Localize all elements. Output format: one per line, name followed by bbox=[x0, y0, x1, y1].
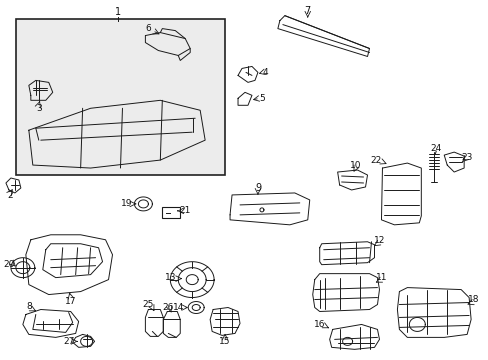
Text: 4: 4 bbox=[262, 68, 267, 77]
Text: 17: 17 bbox=[65, 297, 76, 306]
Text: 5: 5 bbox=[259, 94, 264, 103]
Text: 11: 11 bbox=[375, 273, 386, 282]
Text: 14: 14 bbox=[172, 303, 183, 312]
Text: 20: 20 bbox=[3, 260, 15, 269]
Text: 19: 19 bbox=[121, 199, 132, 208]
Text: 3: 3 bbox=[36, 104, 41, 113]
Text: 2: 2 bbox=[7, 192, 13, 201]
Text: 16: 16 bbox=[313, 320, 325, 329]
Text: 9: 9 bbox=[254, 183, 261, 193]
Text: 1: 1 bbox=[115, 6, 122, 17]
Text: 27: 27 bbox=[63, 337, 74, 346]
Text: 22: 22 bbox=[369, 156, 380, 165]
Text: 26: 26 bbox=[163, 303, 174, 312]
Text: 13: 13 bbox=[164, 273, 176, 282]
Text: 18: 18 bbox=[468, 295, 479, 304]
Text: 25: 25 bbox=[142, 300, 154, 309]
Text: 10: 10 bbox=[349, 161, 361, 170]
Text: 24: 24 bbox=[430, 144, 441, 153]
Text: 21: 21 bbox=[179, 206, 190, 215]
Text: 15: 15 bbox=[219, 337, 230, 346]
Text: 6: 6 bbox=[145, 24, 151, 33]
Text: 7: 7 bbox=[304, 6, 310, 15]
Text: 23: 23 bbox=[461, 153, 472, 162]
Text: 12: 12 bbox=[373, 236, 385, 245]
Bar bbox=[16, 19, 224, 175]
Bar bbox=[162, 207, 180, 218]
Text: 8: 8 bbox=[26, 302, 32, 311]
